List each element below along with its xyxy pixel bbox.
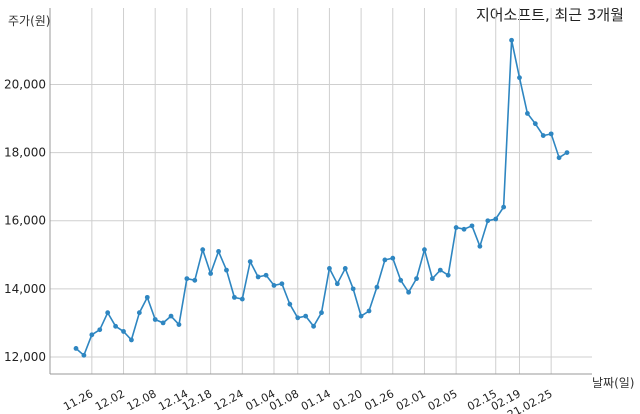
data-point [493, 216, 499, 222]
data-point [105, 310, 111, 316]
data-point [437, 267, 443, 273]
x-axis-label: 날짜(일) [592, 376, 635, 390]
data-point [445, 272, 451, 278]
data-point [414, 276, 419, 282]
data-point [342, 266, 348, 271]
y-tick-label: 16,000 [4, 214, 46, 228]
data-point [303, 313, 309, 319]
data-point [509, 37, 514, 43]
data-point [200, 247, 206, 253]
y-tick-label: 12,000 [4, 350, 46, 364]
data-point [160, 320, 166, 326]
data-point [548, 131, 554, 137]
data-point [176, 322, 182, 328]
x-tick-label: 02.01 [394, 387, 428, 413]
x-tick-labels: 11.2612.0212.0812.1412.1812.2401.0401.08… [61, 387, 554, 414]
x-tick-label: 11.26 [61, 387, 95, 413]
data-point [311, 323, 316, 329]
x-tick-label: 01.14 [299, 387, 333, 413]
data-point [208, 271, 214, 276]
data-point [429, 276, 435, 282]
data-point [366, 308, 372, 314]
data-point [81, 352, 87, 358]
y-tick-label: 20,000 [4, 77, 46, 91]
x-tick-label: 02.05 [426, 387, 460, 413]
data-point [121, 329, 126, 334]
data-point [216, 248, 221, 254]
data-point [184, 276, 190, 282]
data-point [540, 133, 546, 138]
data-point [279, 281, 285, 287]
x-tick-label: 01.26 [362, 387, 396, 413]
data-point [295, 315, 301, 321]
data-point [461, 226, 467, 232]
chart-title: 지어소프트, 최근 3개월 [475, 6, 624, 24]
y-tick-label: 18,000 [4, 146, 46, 160]
x-tick-label: 01.20 [331, 387, 365, 413]
data-point [319, 310, 324, 316]
data-point [350, 286, 356, 292]
data-point [239, 296, 245, 302]
data-point [136, 310, 142, 316]
data-point [144, 294, 150, 300]
data-point [517, 75, 522, 81]
data-point [73, 346, 79, 351]
data-point [374, 284, 380, 290]
data-point [406, 289, 412, 295]
data-point [564, 150, 570, 156]
data-point [382, 257, 388, 263]
grid-lines [50, 8, 592, 374]
y-axis-label: 주가(원) [8, 14, 51, 28]
data-point [263, 272, 269, 278]
data-point [287, 301, 293, 307]
data-point [129, 337, 134, 343]
data-point [247, 259, 253, 265]
data-point [224, 267, 229, 273]
price-line [75, 40, 568, 357]
data-point [334, 281, 340, 287]
data-point [453, 225, 459, 230]
data-point [469, 223, 475, 229]
data-point [501, 204, 507, 210]
data-point [168, 313, 174, 319]
data-point [255, 274, 261, 280]
data-point [525, 111, 530, 116]
x-tick-label: 12.08 [125, 387, 159, 413]
y-tick-label: 14,000 [4, 282, 46, 296]
data-point [556, 155, 562, 161]
data-point [271, 283, 277, 288]
data-point [390, 255, 396, 261]
data-point [327, 266, 332, 271]
y-tick-labels: 12,000 14,000 16,000 18,000 20,000 [4, 77, 46, 363]
x-tick-label: 12.02 [93, 387, 127, 413]
data-point [231, 294, 237, 300]
x-tick-label: 12.24 [212, 387, 246, 413]
data-point [477, 243, 483, 249]
data-point [485, 218, 491, 224]
data-point [398, 277, 404, 283]
data-point [152, 317, 158, 322]
data-point [358, 313, 364, 319]
data-point [89, 332, 95, 338]
data-point [97, 327, 103, 333]
data-point [422, 247, 427, 253]
data-point [192, 277, 198, 283]
data-point [113, 323, 118, 329]
axes [49, 8, 592, 375]
data-point [532, 121, 538, 127]
price-series [73, 37, 570, 358]
